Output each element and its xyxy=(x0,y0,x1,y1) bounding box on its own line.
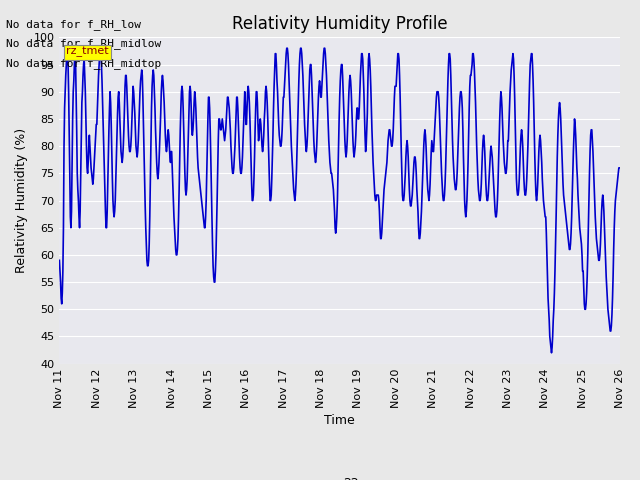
Text: No data for f_RH_low: No data for f_RH_low xyxy=(6,19,141,30)
Legend: 22m: 22m xyxy=(303,471,376,480)
Text: No data for f_RH_midtop: No data for f_RH_midtop xyxy=(6,58,162,69)
Title: Relativity Humidity Profile: Relativity Humidity Profile xyxy=(232,15,447,33)
X-axis label: Time: Time xyxy=(324,414,355,427)
Text: rz_tmet: rz_tmet xyxy=(66,47,108,57)
Text: No data for f_RH_midlow: No data for f_RH_midlow xyxy=(6,38,162,49)
Y-axis label: Relativity Humidity (%): Relativity Humidity (%) xyxy=(15,128,28,273)
